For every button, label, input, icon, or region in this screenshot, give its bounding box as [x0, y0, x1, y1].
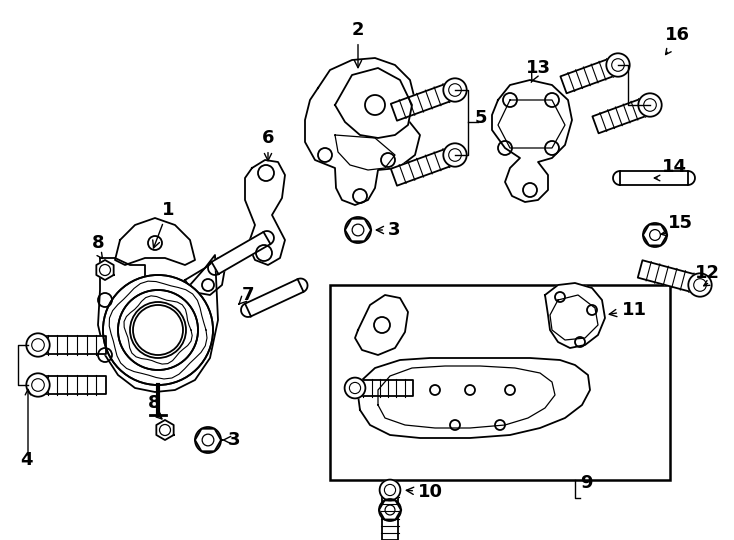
Text: 8: 8 — [148, 394, 161, 412]
Polygon shape — [211, 232, 270, 274]
Circle shape — [26, 333, 50, 357]
Polygon shape — [355, 295, 408, 355]
Text: 9: 9 — [580, 474, 592, 492]
Polygon shape — [156, 420, 174, 440]
Text: 4: 4 — [20, 451, 32, 469]
Polygon shape — [358, 358, 590, 438]
Polygon shape — [390, 82, 458, 120]
Polygon shape — [382, 490, 398, 540]
Polygon shape — [620, 171, 688, 185]
Circle shape — [103, 275, 213, 385]
Polygon shape — [195, 429, 221, 451]
Text: 3: 3 — [222, 431, 241, 449]
Text: 6: 6 — [262, 129, 275, 161]
Circle shape — [26, 373, 50, 397]
Text: 11: 11 — [609, 301, 647, 319]
Text: 5: 5 — [475, 109, 487, 127]
Circle shape — [443, 143, 467, 167]
Polygon shape — [185, 258, 225, 295]
Polygon shape — [638, 260, 702, 294]
Polygon shape — [38, 376, 106, 394]
Polygon shape — [643, 225, 667, 245]
Polygon shape — [390, 146, 458, 186]
Polygon shape — [378, 366, 555, 428]
Text: 7: 7 — [239, 286, 254, 304]
Text: 10: 10 — [407, 483, 443, 501]
Polygon shape — [115, 218, 195, 265]
Text: 13: 13 — [526, 59, 550, 82]
Polygon shape — [545, 283, 605, 348]
Text: 1: 1 — [153, 201, 174, 248]
Circle shape — [639, 93, 661, 117]
Polygon shape — [38, 336, 106, 354]
Text: 8: 8 — [92, 234, 105, 252]
Polygon shape — [345, 219, 371, 241]
Circle shape — [379, 480, 401, 501]
Polygon shape — [592, 97, 653, 133]
Polygon shape — [305, 58, 420, 205]
Text: 3: 3 — [377, 221, 401, 239]
Polygon shape — [355, 380, 413, 396]
Circle shape — [688, 273, 712, 296]
Text: 14: 14 — [662, 158, 687, 176]
Polygon shape — [561, 57, 621, 93]
Text: 16: 16 — [665, 26, 690, 44]
Polygon shape — [379, 501, 401, 519]
Polygon shape — [245, 279, 304, 316]
Polygon shape — [98, 255, 218, 392]
Circle shape — [344, 377, 366, 399]
Bar — [330, 285, 670, 480]
Polygon shape — [492, 80, 572, 202]
Circle shape — [606, 53, 630, 77]
Circle shape — [133, 305, 183, 355]
Polygon shape — [335, 68, 412, 138]
Text: 15: 15 — [668, 214, 693, 232]
Polygon shape — [96, 260, 114, 280]
Text: 2: 2 — [352, 21, 364, 68]
Circle shape — [443, 78, 467, 102]
Text: 12: 12 — [695, 264, 720, 282]
Polygon shape — [245, 160, 285, 265]
